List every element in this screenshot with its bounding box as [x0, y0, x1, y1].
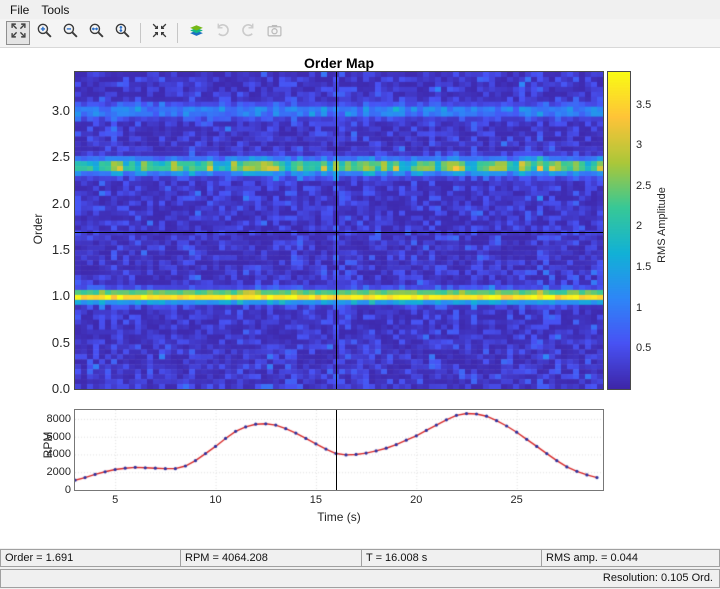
rpm-ytick-label: 6000 [46, 430, 71, 443]
crosshair-vertical-line[interactable] [336, 72, 337, 389]
zoom-y-icon [114, 22, 131, 44]
order-ytick-label: 2.0 [51, 195, 70, 211]
order-map-view-button[interactable] [184, 21, 208, 45]
order-ytick-label: 2.5 [51, 149, 70, 165]
rpm-ytick-label: 8000 [46, 412, 71, 425]
fit-to-window-button[interactable] [6, 21, 30, 45]
status-cell-rpm: RPM = 4064.208 [180, 549, 362, 567]
colorbar-label: RMS Amplitude [656, 187, 668, 263]
rotate-cw-icon [240, 22, 257, 44]
fit-axes-button[interactable] [147, 21, 171, 45]
rpm-plot-canvas[interactable] [74, 409, 604, 491]
colorbar-tick-label: 1 [636, 301, 643, 314]
status-cell-order: Order = 1.691 [0, 549, 181, 567]
menu-bar: File Tools [0, 0, 720, 19]
toolbar-separator [140, 23, 141, 43]
zoom-out-icon [62, 22, 79, 44]
menu-file[interactable]: File [10, 2, 30, 17]
order-ytick-label: 1.5 [51, 241, 70, 257]
autoscale-icon [151, 22, 168, 44]
zoom-out-button[interactable] [58, 21, 82, 45]
time-axis-label: Time (s) [317, 510, 361, 524]
rpm-ytick-label: 0 [64, 484, 71, 496]
colorbar-tick-label: 3 [636, 139, 643, 152]
colorbar-tick-label: 3.5 [636, 98, 652, 111]
layers-icon [188, 22, 205, 44]
resolution-bar: Resolution: 0.105 Ord. [0, 568, 720, 589]
toolbar [0, 19, 720, 48]
order-ytick-label: 0.0 [51, 381, 70, 396]
rotate-ccw-button [210, 21, 234, 45]
order-map-heatmap[interactable] [74, 71, 604, 390]
menu-tools[interactable]: Tools [41, 2, 70, 17]
crosshair-vertical-line-rpm[interactable] [336, 410, 337, 490]
zoom-in-icon [36, 22, 53, 44]
crosshair-horizontal-line[interactable] [75, 232, 603, 233]
camera-icon [266, 22, 283, 44]
zoom-x-button[interactable] [84, 21, 108, 45]
time-xtick-label: 5 [112, 494, 119, 506]
status-cell-time: T = 16.008 s [361, 549, 542, 567]
zoom-y-button[interactable] [110, 21, 134, 45]
colorbar-tick-label: 0.5 [636, 342, 652, 355]
zoom-x-icon [88, 22, 105, 44]
rotate-cw-button [236, 21, 260, 45]
rpm-ytick-label: 4000 [46, 448, 71, 461]
order-ytick-label: 0.5 [51, 334, 70, 350]
time-xtick-label: 15 [309, 494, 323, 506]
zoom-in-button[interactable] [32, 21, 56, 45]
status-cell-rms: RMS amp. = 0.044 [541, 549, 720, 567]
time-xtick-label: 10 [209, 494, 222, 506]
order-ytick-label: 3.0 [51, 102, 70, 118]
time-xtick-label: 25 [510, 494, 523, 506]
order-ytick-label: 1.0 [51, 288, 70, 304]
time-xtick-label: 20 [410, 494, 423, 506]
toolbar-separator [177, 23, 178, 43]
rotate-ccw-icon [214, 22, 231, 44]
snapshot-button [262, 21, 286, 45]
colorbar-tick-label: 2 [636, 220, 643, 233]
expand-icon [10, 22, 27, 44]
colorbar-tick-label: 1.5 [636, 261, 652, 274]
colorbar-tick-label: 2.5 [636, 179, 652, 192]
colorbar [607, 71, 631, 390]
resolution-value: Resolution: 0.105 Ord. [0, 569, 720, 588]
plot-title: Order Map [303, 55, 374, 71]
rpm-ytick-label: 2000 [46, 466, 71, 479]
